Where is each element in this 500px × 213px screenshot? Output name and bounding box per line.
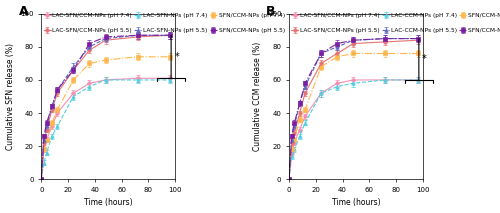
Y-axis label: Cumulative CCM release (%): Cumulative CCM release (%) <box>254 42 262 151</box>
X-axis label: Time (hours): Time (hours) <box>332 199 380 207</box>
Text: B: B <box>266 6 276 19</box>
Text: *: * <box>174 52 179 62</box>
Legend: LAC-SFN/CCM-NPs (pH 5.5), LAC-SFN-NPs (pH 5.5), SFN/CCM-NPs (pH 5.5): LAC-SFN/CCM-NPs (pH 5.5), LAC-SFN-NPs (p… <box>41 25 287 35</box>
Legend: LAC-SFN/CCM-NPs (pH 5.5), LAC-CCM-NPs (pH 5.5), SFN/CCM-NPs (pH 5.5): LAC-SFN/CCM-NPs (pH 5.5), LAC-CCM-NPs (p… <box>289 25 500 35</box>
Text: *: * <box>422 54 427 64</box>
Y-axis label: Cumulative SFN release (%): Cumulative SFN release (%) <box>6 43 15 150</box>
Text: A: A <box>18 6 28 19</box>
X-axis label: Time (hours): Time (hours) <box>84 199 132 207</box>
